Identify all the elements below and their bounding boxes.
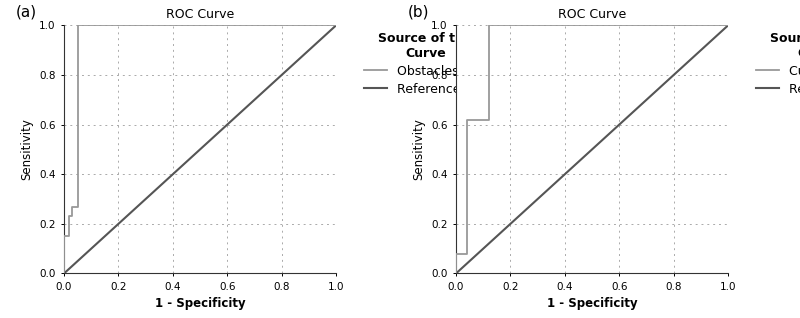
- Title: ROC Curve: ROC Curve: [558, 9, 626, 22]
- Y-axis label: Sensitivity: Sensitivity: [413, 119, 426, 180]
- Text: (b): (b): [408, 4, 430, 19]
- X-axis label: 1 - Specificity: 1 - Specificity: [154, 297, 246, 310]
- Legend: Curbs test, Reference line: Curbs test, Reference line: [756, 32, 800, 96]
- Text: (a): (a): [16, 4, 37, 19]
- Legend: Obstacles test, Reference line: Obstacles test, Reference line: [364, 32, 486, 96]
- X-axis label: 1 - Specificity: 1 - Specificity: [546, 297, 638, 310]
- Y-axis label: Sensitivity: Sensitivity: [21, 119, 34, 180]
- Title: ROC Curve: ROC Curve: [166, 9, 234, 22]
